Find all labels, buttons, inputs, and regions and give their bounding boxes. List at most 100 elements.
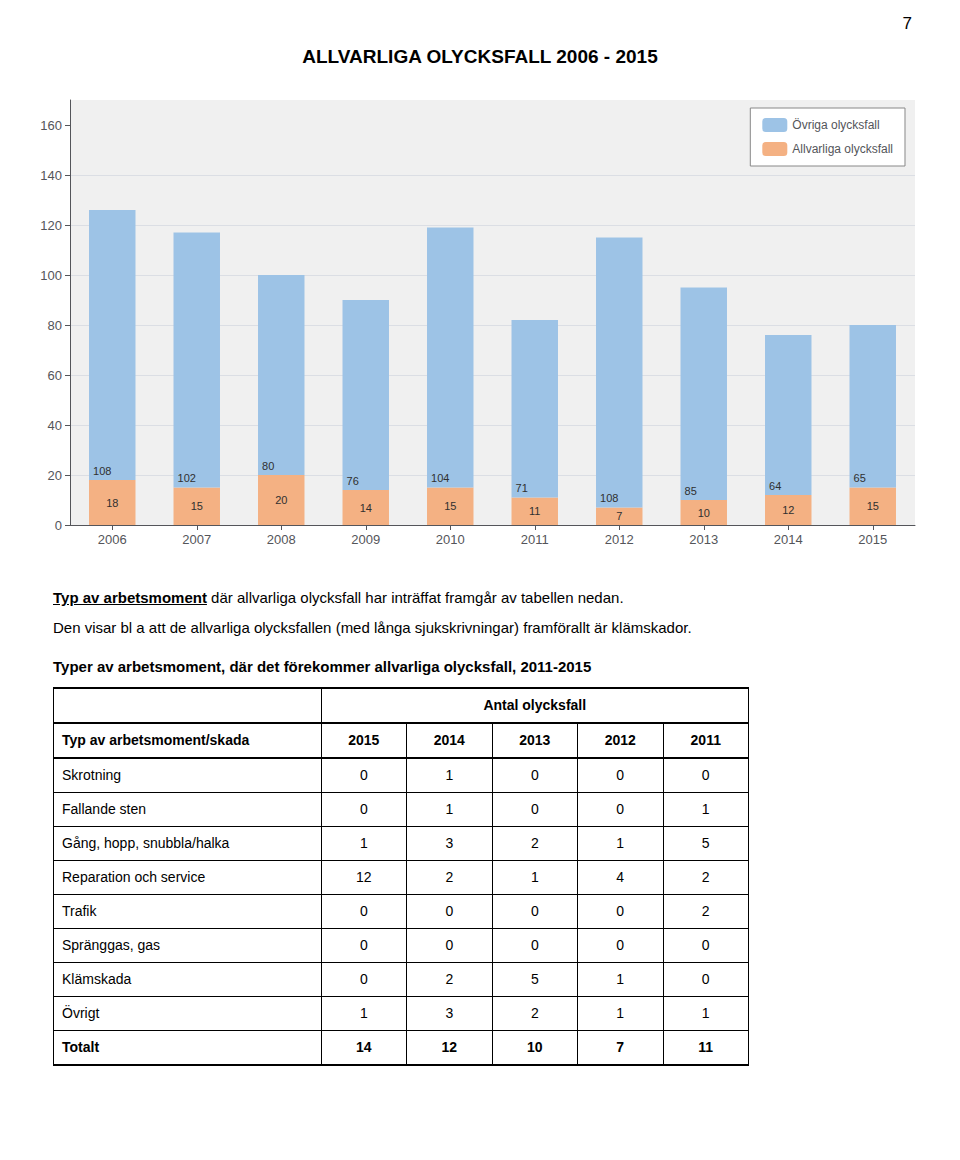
svg-text:2011: 2011 (521, 532, 549, 547)
svg-text:2009: 2009 (351, 532, 380, 547)
html-text:2: 2 (701, 902, 710, 919)
html-text:Gång, hopp, snubbla/halka: Gång, hopp, snubbla/halka (62, 834, 230, 851)
html-text:Typ av arbetsmoment där allvar: Typ av arbetsmoment där allvarliga olyck… (53, 589, 624, 606)
html-text:0: 0 (359, 800, 368, 817)
html-text:1: 1 (445, 766, 454, 783)
html-text:Spränggas, gas: Spränggas, gas (62, 936, 161, 953)
html-text:1: 1 (445, 800, 454, 817)
html-text:0: 0 (359, 936, 368, 953)
html-text:0: 0 (616, 766, 625, 783)
html-text:2014: 2014 (433, 731, 465, 748)
svg-text:65: 65 (854, 472, 866, 484)
svg-text:60: 60 (48, 368, 62, 383)
html-text:2: 2 (445, 970, 454, 987)
html-text:0: 0 (530, 766, 539, 783)
svg-text:76: 76 (347, 475, 359, 487)
html-text:10: 10 (527, 1038, 543, 1055)
svg-text:ALLVARLIGA OLYCKSFALL 2006 - 2: ALLVARLIGA OLYCKSFALL 2006 - 2015 (302, 46, 658, 67)
html-text:1: 1 (701, 800, 710, 817)
html-text:Typer av arbetsmoment, där det: Typer av arbetsmoment, där det förekomme… (53, 657, 592, 675)
html-text:0: 0 (359, 970, 368, 987)
svg-text:40: 40 (48, 418, 62, 433)
html-text:0: 0 (359, 902, 368, 919)
html-text:0: 0 (701, 936, 710, 953)
html-text:1: 1 (359, 834, 368, 851)
svg-text:2008: 2008 (267, 532, 296, 547)
svg-text:2012: 2012 (605, 532, 634, 547)
svg-text:20: 20 (275, 494, 287, 506)
svg-text:14: 14 (360, 502, 372, 514)
svg-text:140: 140 (40, 168, 62, 183)
svg-text:15: 15 (191, 500, 203, 512)
svg-text:102: 102 (178, 472, 196, 484)
svg-text:2006: 2006 (98, 532, 127, 547)
html-text:2015: 2015 (348, 731, 380, 748)
svg-text:11: 11 (529, 505, 540, 517)
html-text:0: 0 (445, 902, 454, 919)
svg-text:2013: 2013 (689, 532, 718, 547)
html-text:Trafik: Trafik (62, 902, 97, 919)
html-text:2012: 2012 (604, 731, 636, 748)
svg-text:7: 7 (616, 510, 622, 522)
html-text:3: 3 (445, 834, 454, 851)
html-text:0: 0 (530, 936, 539, 953)
html-text:Antal olycksfall: Antal olycksfall (483, 696, 587, 713)
svg-text:Allvarliga olycksfall: Allvarliga olycksfall (792, 142, 893, 156)
html-text:Totalt: Totalt (62, 1038, 100, 1055)
html-text:0: 0 (701, 766, 710, 783)
svg-text:80: 80 (262, 460, 274, 472)
html-text:12: 12 (356, 868, 372, 885)
svg-text:2015: 2015 (858, 532, 887, 547)
html-text:Reparation och service: Reparation och service (62, 868, 206, 885)
html-text:1: 1 (530, 868, 539, 885)
html-text:Klämskada: Klämskada (62, 970, 132, 987)
html-text:2011: 2011 (690, 731, 721, 748)
html-text:12: 12 (441, 1038, 458, 1055)
svg-text:15: 15 (444, 500, 456, 512)
html-text:11: 11 (698, 1038, 714, 1055)
svg-text:108: 108 (93, 465, 111, 477)
html-text:Den visar bl a att de allvarli: Den visar bl a att de allvarliga olycksf… (53, 619, 692, 637)
html-text:0: 0 (616, 936, 625, 953)
svg-text:100: 100 (40, 268, 62, 283)
html-text:2013: 2013 (519, 731, 551, 748)
svg-text:85: 85 (685, 485, 697, 497)
svg-text:120: 120 (40, 218, 62, 233)
svg-text:12: 12 (782, 504, 794, 516)
svg-text:10: 10 (698, 507, 710, 519)
html-text:2: 2 (701, 868, 710, 885)
html-text:5: 5 (530, 970, 539, 987)
html-text:0: 0 (616, 800, 625, 817)
html-text:5: 5 (701, 834, 710, 851)
svg-text:80: 80 (48, 318, 62, 333)
svg-text:Övriga olycksfall: Övriga olycksfall (792, 118, 879, 132)
svg-text:18: 18 (106, 497, 118, 509)
html-text:0: 0 (530, 800, 539, 817)
svg-text:2010: 2010 (436, 532, 465, 547)
svg-text:160: 160 (40, 118, 62, 133)
svg-text:2007: 2007 (182, 532, 211, 547)
html-text:Fallande sten: Fallande sten (62, 800, 147, 817)
svg-text:71: 71 (516, 482, 528, 494)
svg-text:20: 20 (48, 468, 62, 483)
svg-text:64: 64 (769, 480, 781, 492)
html-text:7: 7 (902, 14, 912, 33)
html-text:0: 0 (616, 902, 625, 919)
html-text:14: 14 (356, 1038, 372, 1055)
html-text:Typ av arbetsmoment/skada: Typ av arbetsmoment/skada (62, 731, 250, 748)
svg-text:104: 104 (431, 472, 449, 484)
html-text:Skrotning: Skrotning (62, 766, 122, 783)
svg-text:0: 0 (55, 518, 62, 533)
html-text:2: 2 (530, 834, 539, 851)
svg-text:15: 15 (867, 500, 879, 512)
svg-text:108: 108 (600, 492, 618, 504)
html-text:1: 1 (616, 834, 625, 851)
html-text:0: 0 (445, 936, 454, 953)
html-text:0: 0 (530, 902, 539, 919)
html-text:4: 4 (616, 868, 625, 885)
html-text:2: 2 (445, 868, 454, 885)
html-text:0: 0 (359, 766, 368, 783)
svg-text:2014: 2014 (774, 532, 803, 547)
html-text:1: 1 (616, 970, 625, 987)
html-text:Övrigt: Övrigt (62, 1004, 100, 1021)
